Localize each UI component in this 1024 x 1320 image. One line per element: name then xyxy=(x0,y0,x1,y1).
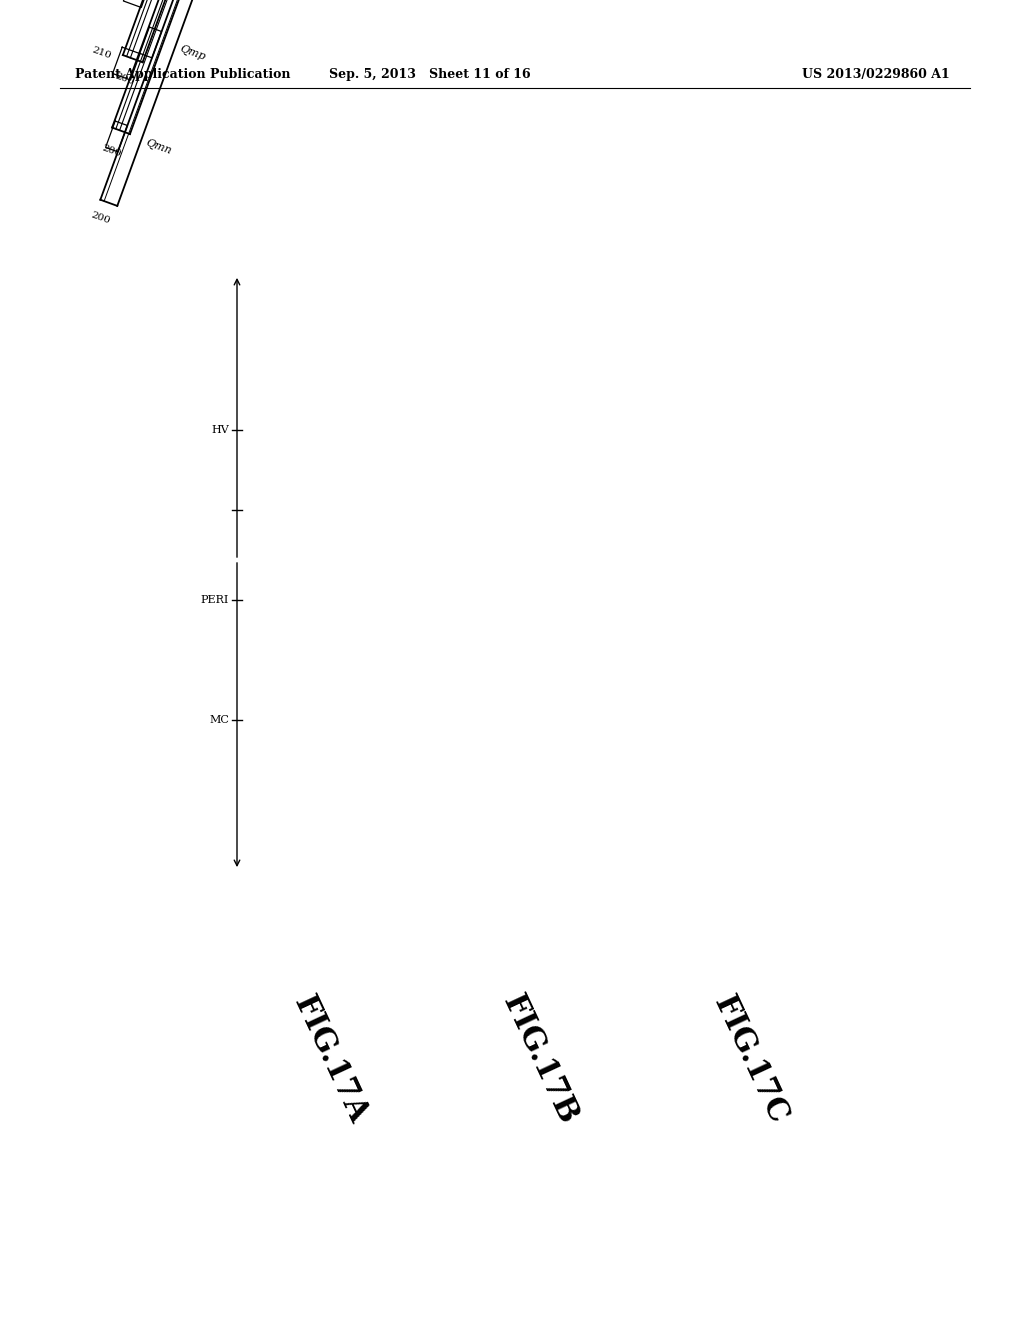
Text: 210: 210 xyxy=(91,46,113,61)
Text: FIG.17C: FIG.17C xyxy=(707,991,794,1129)
Text: FIG.17B: FIG.17B xyxy=(497,990,584,1130)
Text: US 2013/0229860 A1: US 2013/0229860 A1 xyxy=(802,69,950,81)
Text: FIG.17A: FIG.17A xyxy=(287,991,373,1129)
Text: 200: 200 xyxy=(90,210,112,226)
Text: Sep. 5, 2013   Sheet 11 of 16: Sep. 5, 2013 Sheet 11 of 16 xyxy=(329,69,530,81)
Text: Patent Application Publication: Patent Application Publication xyxy=(75,69,291,81)
Text: 200: 200 xyxy=(114,71,135,87)
Text: Qmn: Qmn xyxy=(144,137,173,156)
Text: Qmp: Qmp xyxy=(178,44,207,62)
Text: HV: HV xyxy=(211,425,229,436)
Text: 200: 200 xyxy=(100,144,123,158)
Text: PERI: PERI xyxy=(201,595,229,605)
Text: MC: MC xyxy=(209,715,229,725)
